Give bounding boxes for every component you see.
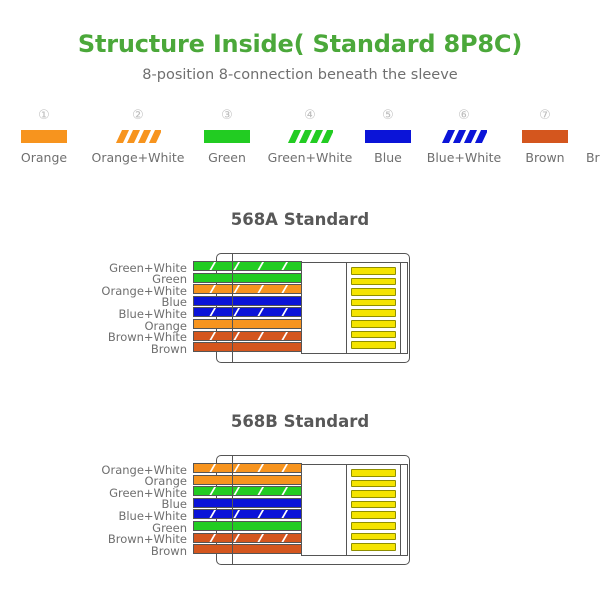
gold-pin-3 <box>351 288 396 296</box>
legend-label: Green <box>208 150 246 165</box>
legend-label: Green+White <box>267 150 353 165</box>
legend-number: ⑦ <box>539 108 551 123</box>
wire-label-pin-4: Blue <box>161 295 187 310</box>
wire-label-pin-2: Orange <box>144 474 188 489</box>
legend-label: Brown <box>525 150 565 165</box>
gold-pin-5 <box>351 511 396 519</box>
wire-pin-4-solid <box>193 497 302 508</box>
legend-label: Brown+White <box>585 150 600 165</box>
gold-pin-1 <box>351 469 396 477</box>
wire-label-pin-6: Green <box>152 520 187 535</box>
legend-number: ⑤ <box>382 108 394 123</box>
gold-pin-4 <box>351 298 396 307</box>
legend-item-brown-white: ⑧Brown+White <box>576 108 600 165</box>
wire-label-pin-1: Orange+White <box>101 462 187 477</box>
wire-label-pin-8: Brown <box>150 543 187 558</box>
wire-label-pin-4: Blue <box>161 497 187 512</box>
legend-swatch-striped <box>287 130 333 143</box>
wire-label-pin-7: Brown+White <box>107 532 187 547</box>
page-title: Structure Inside( Standard 8P8C) <box>77 30 523 58</box>
diagram-568b: 568B Standard Orange+White Orange Green+Whi… <box>0 412 600 572</box>
wire-pin-4-solid <box>193 295 302 306</box>
wire-pin-2-solid <box>193 474 302 485</box>
gold-pin-column <box>346 464 401 556</box>
page-subtitle: 8-position 8-connection beneath the slee… <box>142 67 458 83</box>
gold-pin-8 <box>351 543 396 551</box>
wire-pin-2-solid <box>193 272 302 283</box>
wire-pin-3-striped <box>193 284 302 295</box>
gold-pin-8 <box>351 341 396 349</box>
wire-pin-7-striped <box>193 330 302 341</box>
gold-pin-6 <box>351 522 396 530</box>
wire-pin-6-solid <box>193 319 302 329</box>
wire-label-pin-2: Green <box>152 272 187 287</box>
wire-pin-1-striped <box>193 463 302 473</box>
gold-pin-column <box>346 262 401 354</box>
gold-pin-7 <box>351 532 396 541</box>
wire-label-pin-1: Green+White <box>109 260 187 275</box>
legend-swatch-striped <box>115 130 161 143</box>
legend-label: Blue+White <box>426 150 502 165</box>
legend-swatch-striped <box>441 130 487 143</box>
diagram-568a: 568A Standard Green+White Green Orange+Whit… <box>0 210 600 370</box>
wire-label-pin-3: Green+White <box>109 485 187 500</box>
gold-pin-2 <box>351 277 396 286</box>
wire-pin-3-striped <box>193 486 302 497</box>
legend-swatch-solid <box>204 130 250 143</box>
diagram-title: 568B Standard <box>230 412 370 431</box>
legend-swatch-solid <box>21 130 67 143</box>
legend-item-blue-white: ⑥ Blue+White <box>414 108 514 165</box>
crimp-guide-line <box>232 456 234 564</box>
legend-label: Orange <box>20 150 68 165</box>
legend-item-orange-white: ② Orange+White <box>80 108 196 165</box>
wire-label-pin-8: Brown <box>150 341 187 356</box>
legend-item-blue: ⑤ Blue <box>362 108 414 165</box>
legend-item-orange: ① Orange <box>8 108 80 165</box>
gold-pin-2 <box>351 479 396 488</box>
wire-pin-6-solid <box>193 521 302 531</box>
wire-label-pin-3: Orange+White <box>101 283 187 298</box>
wire-pin-1-striped <box>193 261 302 271</box>
legend-number: ② <box>132 108 144 123</box>
legend-number: ⑥ <box>458 108 470 123</box>
legend-swatch-solid <box>365 130 411 143</box>
gold-pin-1 <box>351 267 396 275</box>
legend-item-green: ③ Green <box>196 108 258 165</box>
legend-number: ③ <box>221 108 233 123</box>
crimp-guide-line <box>232 254 234 362</box>
wire-label-pin-6: Orange <box>144 318 188 333</box>
gold-pin-5 <box>351 309 396 317</box>
legend-item-brown: ⑦ Brown <box>514 108 576 165</box>
wire-label-pin-5: Blue+White <box>118 306 187 321</box>
legend-label: Orange+White <box>91 150 185 165</box>
wire-label-pin-7: Brown+White <box>107 330 187 345</box>
gold-pin-7 <box>351 330 396 339</box>
legend-number: ④ <box>304 108 316 123</box>
wire-label-pin-5: Blue+White <box>118 508 187 523</box>
wire-pin-8-solid <box>193 544 302 555</box>
wire-pin-5-striped <box>193 307 302 318</box>
wire-pin-7-striped <box>193 532 302 543</box>
gold-pin-6 <box>351 320 396 328</box>
legend-label: Blue <box>374 150 402 165</box>
wire-pin-5-striped <box>193 509 302 520</box>
legend-number: ① <box>38 108 50 123</box>
legend-item-green-white: ④ Green+White <box>258 108 362 165</box>
legend-swatch-solid <box>522 130 568 143</box>
wire-pin-8-solid <box>193 342 302 353</box>
wire-color-legend: ① Orange ② Orange+White ③ Green ④ Green+White ⑤ B… <box>8 108 600 180</box>
gold-pin-3 <box>351 490 396 498</box>
diagram-title: 568A Standard <box>230 210 370 229</box>
gold-pin-4 <box>351 500 396 509</box>
